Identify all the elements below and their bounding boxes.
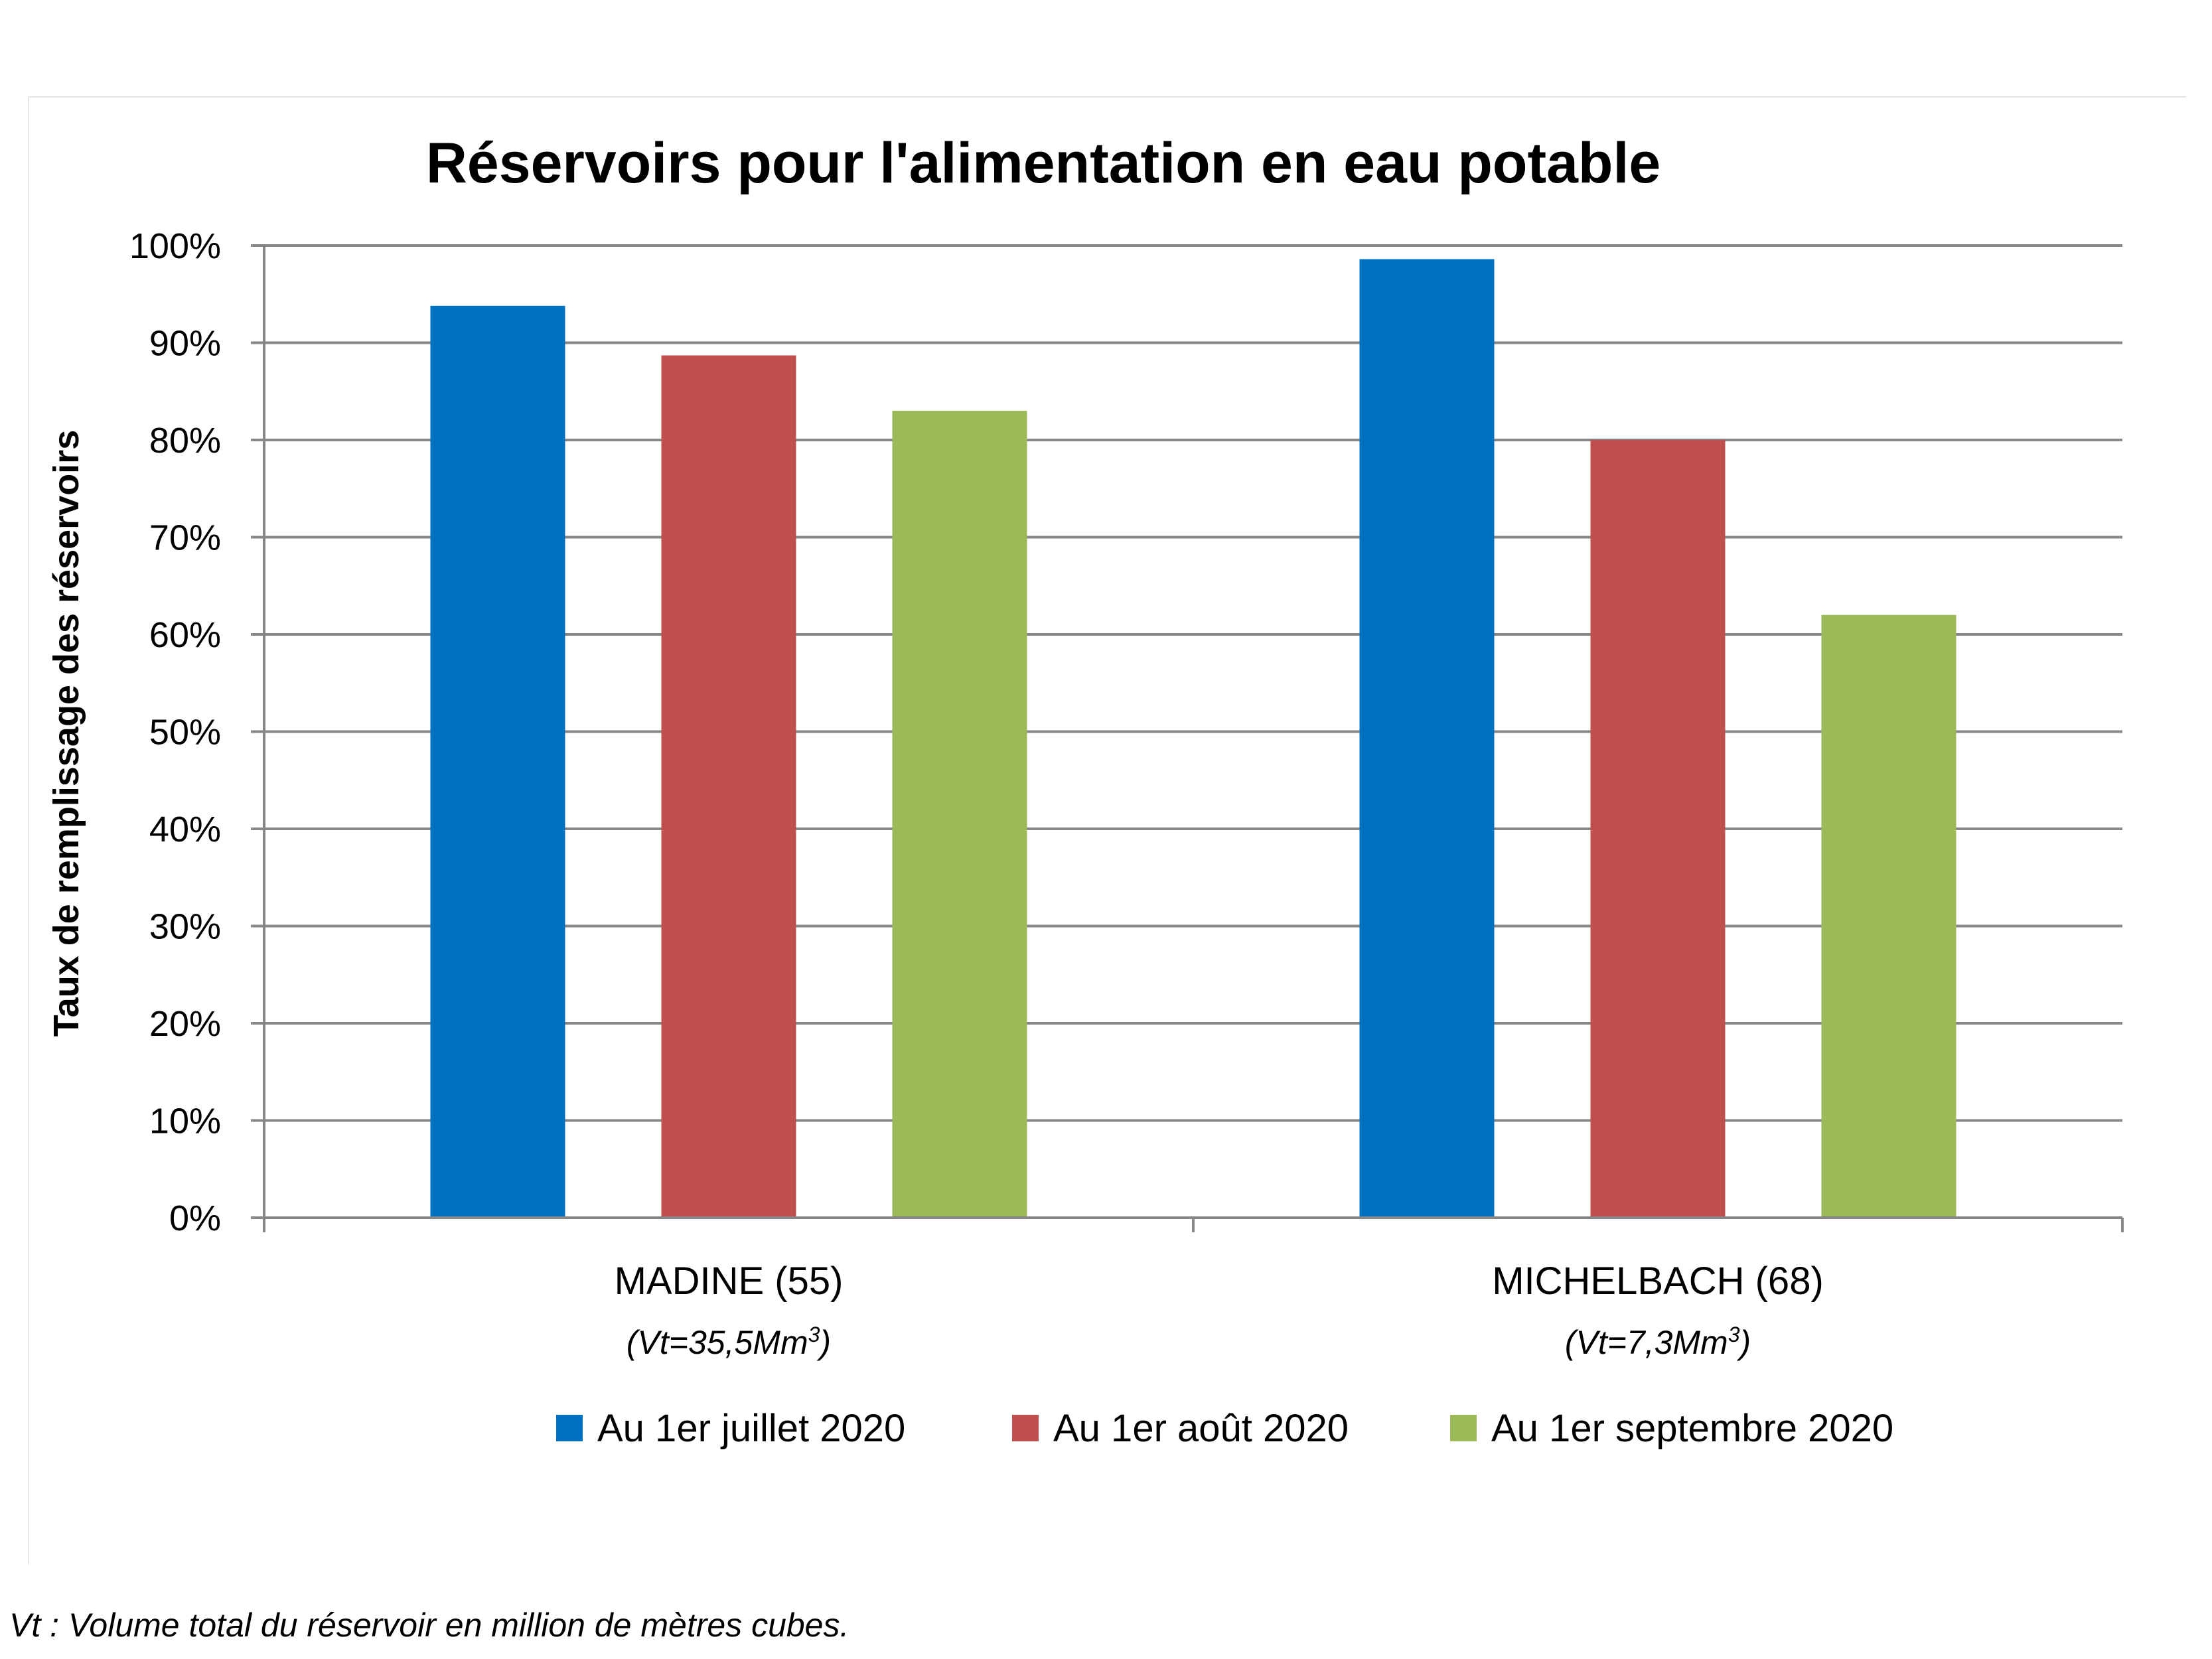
- y-axis-label: Taux de remplissage des réservoirs: [46, 430, 86, 1037]
- bar: [661, 355, 796, 1218]
- gridlines: [264, 244, 2122, 1122]
- bar: [892, 411, 1027, 1218]
- y-tick-label: 90%: [149, 324, 221, 364]
- legend-label: Au 1er août 2020: [1053, 1407, 1349, 1450]
- x-category-label: MICHELBACH (68): [1492, 1260, 1824, 1303]
- y-tick-label: 10%: [149, 1102, 221, 1141]
- bar: [430, 305, 565, 1218]
- y-tick-label: 40%: [149, 810, 221, 849]
- bar: [1359, 259, 1495, 1218]
- x-category-sublabel: (Vt=7,3Mm3): [1565, 1323, 1751, 1361]
- chart-title: Réservoirs pour l'alimentation en eau po…: [426, 131, 1660, 195]
- y-tick-label: 100%: [129, 226, 221, 266]
- y-tick-label: 0%: [169, 1198, 221, 1238]
- bars: [430, 259, 1956, 1218]
- axes: [251, 244, 2124, 1232]
- legend-swatch: [556, 1415, 583, 1441]
- y-tick-label: 20%: [149, 1004, 221, 1044]
- y-tick-label: 30%: [149, 907, 221, 947]
- chart-frame: [28, 96, 2186, 1564]
- y-tick-label: 60%: [149, 615, 221, 655]
- y-tick-label: 70%: [149, 518, 221, 558]
- legend-swatch: [1450, 1415, 1477, 1441]
- y-tick-label: 80%: [149, 421, 221, 461]
- axis-labels: 0% 10% 20% 30% 40% 50% 60% 70% 80% 90% 100% MADINE …: [129, 226, 1824, 1361]
- legend-swatch: [1012, 1415, 1039, 1441]
- legend: Au 1er juillet 2020 Au 1er août 2020 Au 1e…: [556, 1407, 1893, 1450]
- footnote: Vt : Volume total du réservoir en millio…: [9, 1607, 849, 1644]
- legend-label: Au 1er septembre 2020: [1491, 1407, 1893, 1450]
- y-tick-label: 50%: [149, 713, 221, 753]
- bar: [1590, 440, 1726, 1218]
- bar: [1821, 614, 1956, 1218]
- x-category-sublabel: (Vt=35,5Mm3): [627, 1323, 831, 1361]
- legend-label: Au 1er juillet 2020: [597, 1407, 905, 1450]
- x-category-label: MADINE (55): [615, 1260, 844, 1303]
